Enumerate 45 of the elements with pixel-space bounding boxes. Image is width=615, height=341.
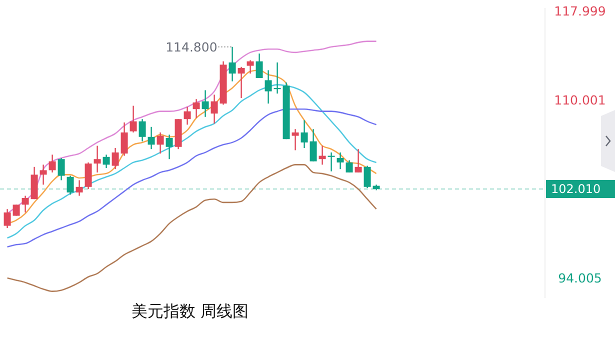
candlestick bbox=[112, 147, 119, 170]
candlestick bbox=[66, 175, 74, 196]
candlestick bbox=[292, 128, 299, 151]
text: 美元指数 周线图 bbox=[131, 302, 249, 321]
candlestick bbox=[58, 157, 65, 181]
candlestick bbox=[40, 164, 47, 186]
annotation: 114.800 bbox=[166, 39, 218, 54]
candlestick bbox=[228, 46, 236, 82]
candlestick bbox=[336, 152, 344, 170]
candlestick bbox=[156, 132, 164, 154]
candlestick bbox=[76, 180, 83, 196]
candlestick bbox=[138, 118, 146, 142]
candlestick bbox=[210, 94, 218, 124]
line-series bbox=[6, 108, 377, 248]
candlestick bbox=[354, 148, 362, 174]
candlestick bbox=[364, 165, 371, 189]
candlestick bbox=[310, 128, 317, 162]
candlestick bbox=[102, 154, 110, 169]
y-tick-label: 94.005 bbox=[558, 270, 602, 286]
candlestick bbox=[346, 160, 353, 174]
candlestick bbox=[274, 62, 281, 94]
candlestick bbox=[184, 106, 191, 126]
candlestick bbox=[328, 152, 335, 172]
line-series bbox=[6, 164, 377, 292]
candlestick bbox=[130, 105, 137, 134]
candlestick bbox=[166, 134, 173, 160]
candlestick bbox=[12, 204, 20, 216]
candlestick bbox=[256, 52, 263, 79]
candlestick bbox=[246, 60, 254, 74]
candlestick bbox=[4, 208, 11, 229]
candlestick bbox=[148, 126, 155, 150]
candlestick bbox=[84, 162, 92, 190]
candlestick bbox=[238, 66, 245, 99]
candlestick bbox=[300, 120, 308, 149]
candlestick bbox=[48, 154, 56, 174]
candlestick bbox=[318, 145, 326, 166]
candlestick bbox=[264, 70, 272, 104]
ref-line-label: 102.010 bbox=[551, 182, 601, 196]
candlestick bbox=[94, 145, 101, 174]
candlestick bbox=[22, 195, 29, 214]
candlestick bbox=[202, 90, 209, 118]
y-tick-label: 110.001 bbox=[554, 92, 606, 108]
y-tick-label: 117.999 bbox=[554, 4, 606, 19]
candlestick bbox=[192, 98, 200, 119]
candlestick bbox=[120, 122, 128, 156]
